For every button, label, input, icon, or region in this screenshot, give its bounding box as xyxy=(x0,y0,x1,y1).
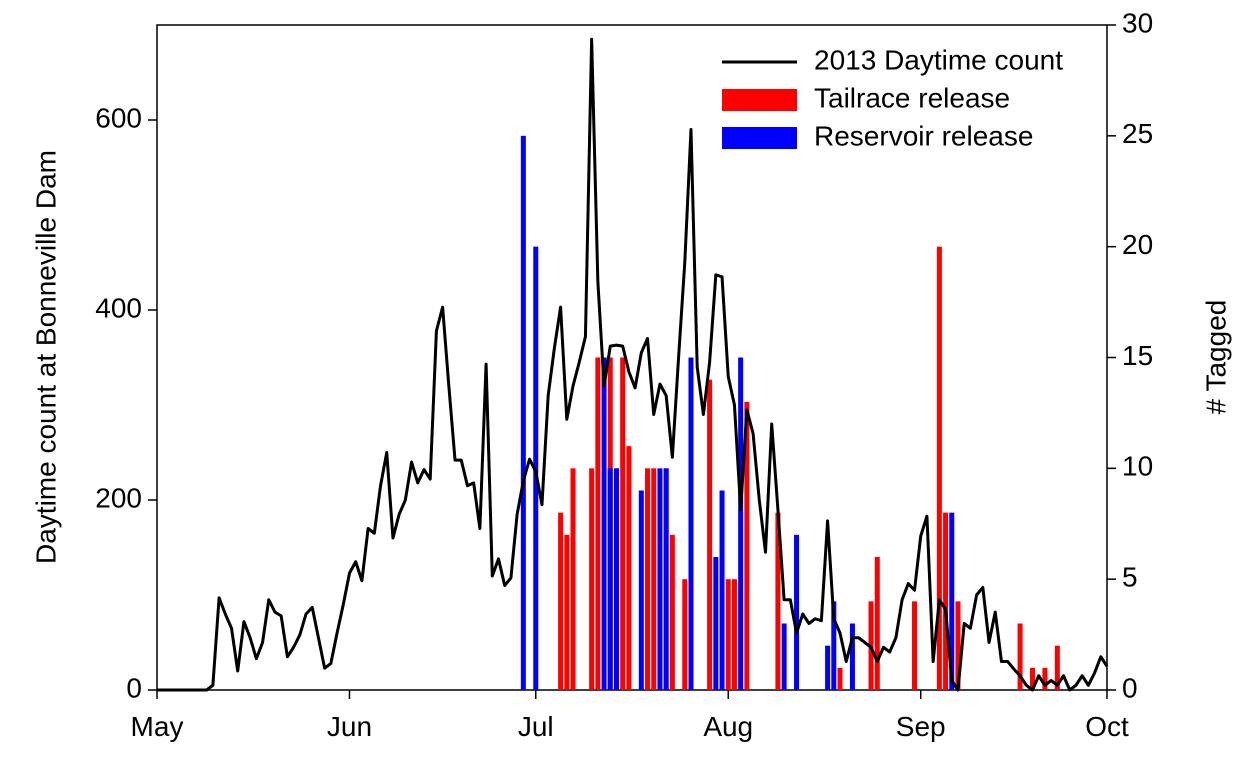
y2-tick-label: 5 xyxy=(1122,562,1138,593)
legend-label: Tailrace release xyxy=(814,82,1010,113)
y2-tick-label: 10 xyxy=(1122,451,1153,482)
y-tick-label: 400 xyxy=(95,292,142,323)
y2-tick-label: 25 xyxy=(1122,118,1153,149)
x-tick-label: Sep xyxy=(896,711,946,742)
bar xyxy=(837,667,843,690)
bar xyxy=(1042,667,1048,690)
y-tick-label: 600 xyxy=(95,102,142,133)
x-tick-label: Oct xyxy=(1085,711,1129,742)
bar xyxy=(744,401,750,690)
bar xyxy=(775,512,781,690)
bar xyxy=(651,468,657,690)
bar xyxy=(688,357,694,690)
y2-tick-label: 20 xyxy=(1122,229,1153,260)
bar xyxy=(626,446,632,690)
count-line xyxy=(157,37,1109,692)
legend-label: Reservoir release xyxy=(814,120,1033,151)
bar xyxy=(520,135,526,691)
y2-tick-label: 15 xyxy=(1122,340,1153,371)
bar xyxy=(607,468,613,690)
bar xyxy=(645,468,651,690)
bar xyxy=(1029,667,1035,690)
bar xyxy=(713,557,719,690)
x-tick-label: Jun xyxy=(327,711,372,742)
bar xyxy=(831,601,837,690)
bar xyxy=(1017,623,1023,690)
bar xyxy=(601,357,607,690)
bar xyxy=(570,468,576,690)
bar xyxy=(638,490,644,690)
bar xyxy=(595,357,601,690)
bar xyxy=(564,534,570,690)
bar xyxy=(669,534,675,690)
bar xyxy=(825,645,831,690)
legend-swatch xyxy=(722,127,797,149)
bar xyxy=(781,623,787,690)
bar xyxy=(955,601,961,690)
bar xyxy=(707,379,713,690)
bar xyxy=(738,357,744,690)
bar xyxy=(620,357,626,690)
y-tick-label: 0 xyxy=(126,672,142,703)
bar xyxy=(874,557,880,690)
bar xyxy=(936,246,942,690)
bar xyxy=(663,468,669,690)
bar xyxy=(943,512,949,690)
y2-tick-label: 0 xyxy=(1122,672,1138,703)
bar xyxy=(613,468,619,690)
y-tick-label: 200 xyxy=(95,482,142,513)
bar xyxy=(589,468,595,690)
x-tick-label: May xyxy=(131,711,184,742)
y2-tick-label: 30 xyxy=(1122,7,1153,38)
legend-swatch xyxy=(722,89,797,111)
legend-label: 2013 Daytime count xyxy=(814,44,1063,75)
y-axis-label: Daytime count at Bonneville Dam xyxy=(30,150,61,564)
bar xyxy=(558,512,564,690)
bar xyxy=(949,512,955,690)
bar xyxy=(731,579,737,690)
bar xyxy=(657,468,663,690)
x-tick-label: Jul xyxy=(518,711,554,742)
bar xyxy=(682,579,688,690)
x-tick-label: Aug xyxy=(703,711,753,742)
bar xyxy=(849,623,855,690)
bar xyxy=(794,534,800,690)
bar xyxy=(1054,645,1060,690)
bar xyxy=(725,579,731,690)
bar xyxy=(912,601,918,690)
bar xyxy=(719,490,725,690)
y2-axis-label: # Tagged xyxy=(1200,300,1231,415)
